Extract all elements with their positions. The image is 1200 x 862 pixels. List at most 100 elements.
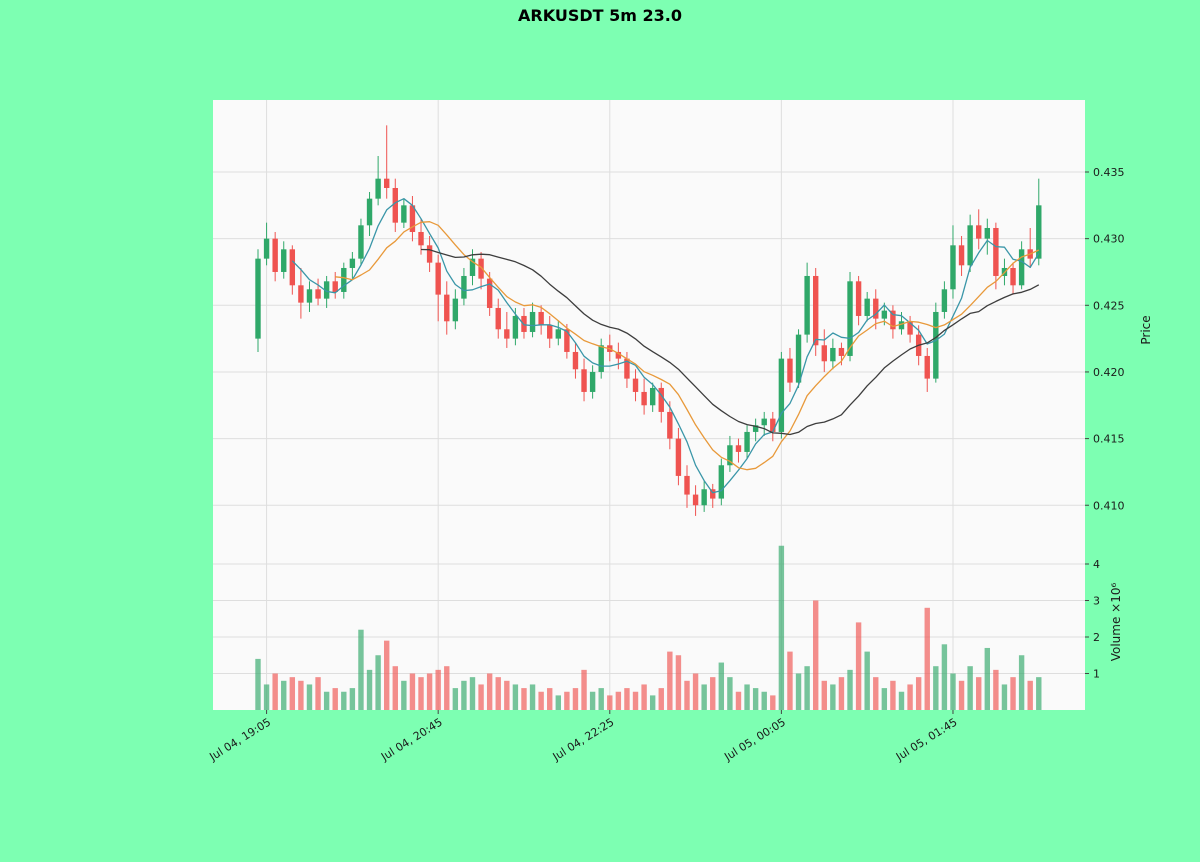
candle-body [486, 278, 493, 308]
volume-bar [315, 677, 321, 710]
candle-body [976, 225, 982, 239]
axis-ticks [266, 171, 1089, 714]
volume-bar [950, 673, 956, 710]
volume-bar [658, 688, 664, 710]
candle-body [495, 307, 501, 330]
volume-bar [710, 677, 716, 710]
candle-body [255, 258, 261, 339]
volume-bar [469, 677, 476, 710]
candle-body [298, 285, 304, 303]
candle-body [512, 315, 519, 339]
candle-body [675, 438, 682, 476]
candle-body [632, 378, 639, 392]
candle-body [444, 294, 450, 322]
candle-body [881, 310, 888, 319]
volume-bar [744, 684, 750, 710]
candle-body [667, 411, 673, 439]
volume-bar [298, 680, 304, 710]
candle-body [684, 475, 690, 495]
ma-line-5 [291, 198, 1040, 494]
volume-bar [984, 647, 990, 710]
candle-body [873, 298, 879, 319]
volume-bar [306, 684, 313, 710]
candle-body [384, 178, 390, 188]
volume-bar [1027, 680, 1033, 710]
plot-background [213, 100, 1085, 710]
candle-body [589, 371, 596, 392]
candle-body [375, 178, 381, 199]
candle-body [555, 329, 561, 339]
candle-body [263, 238, 270, 259]
candle-body [821, 345, 827, 362]
volume-bar [795, 673, 802, 710]
candle-body [332, 281, 338, 292]
candle-body [349, 258, 356, 268]
volume-bar [624, 688, 630, 710]
volume-bar [958, 680, 965, 710]
price-axis-title: Price [1139, 315, 1153, 344]
volume-bar [1001, 684, 1008, 710]
volume-bar [452, 688, 459, 710]
candle-body [529, 311, 536, 332]
candle-body [855, 281, 862, 316]
volume-bar [392, 666, 398, 710]
volume-bar [907, 684, 913, 710]
moving-average-lines [291, 198, 1040, 494]
volume-bar [444, 666, 450, 710]
price-tick-label: 0.420 [1093, 366, 1125, 379]
volume-bar [941, 644, 948, 710]
volume-bar [564, 691, 570, 710]
volume-tick-label: 3 [1093, 595, 1100, 608]
candle-body [787, 358, 793, 383]
candle-body [864, 298, 870, 316]
candle-body [435, 262, 441, 295]
candle-body [1010, 267, 1016, 286]
candle-body [907, 321, 913, 335]
candle-body [547, 325, 553, 339]
candle-body [272, 238, 278, 272]
volume-bar [752, 688, 759, 710]
volume-bar [924, 607, 930, 710]
candle-body [289, 249, 296, 286]
volume-bar [830, 684, 836, 710]
volume-bar [581, 669, 587, 710]
volume-bar [667, 651, 673, 710]
candle-body [778, 358, 785, 432]
candle-body [984, 227, 990, 239]
volume-bar [426, 673, 433, 710]
volume-bar [898, 691, 905, 710]
volume-bar [675, 655, 682, 710]
volume-panel [255, 545, 1042, 710]
volume-bar [873, 677, 879, 710]
candle-body [401, 205, 407, 223]
volume-bar [821, 680, 827, 710]
price-tick-label: 0.415 [1093, 433, 1125, 446]
volume-bar [547, 688, 553, 710]
volume-bar [1010, 677, 1016, 710]
candle-body [478, 258, 484, 279]
volume-bar [384, 640, 390, 710]
x-tick-label: Jul 05, 01:45 [893, 716, 960, 764]
candle-body [1018, 249, 1025, 286]
volume-bar [838, 677, 845, 710]
candle-body [624, 358, 630, 379]
candle-body [735, 445, 742, 452]
ma-line-20 [420, 248, 1040, 436]
ma-line-10 [335, 221, 1040, 471]
candle-body [341, 267, 347, 292]
volume-bar [864, 651, 870, 710]
candle-body [727, 445, 733, 466]
candle-body [924, 355, 930, 379]
candle-body [469, 258, 476, 276]
volume-bar [993, 669, 999, 710]
candle-body [281, 249, 287, 272]
volume-bar [813, 600, 819, 710]
x-tick-label: Jul 04, 22:25 [550, 716, 617, 764]
volume-axis-title: Volume ×10⁶ [1109, 583, 1123, 662]
candle-body [958, 245, 965, 266]
volume-bar [881, 688, 888, 710]
candle-body [770, 418, 776, 432]
candle-body [701, 489, 707, 506]
candle-body [598, 345, 604, 372]
candle-body [658, 387, 664, 412]
